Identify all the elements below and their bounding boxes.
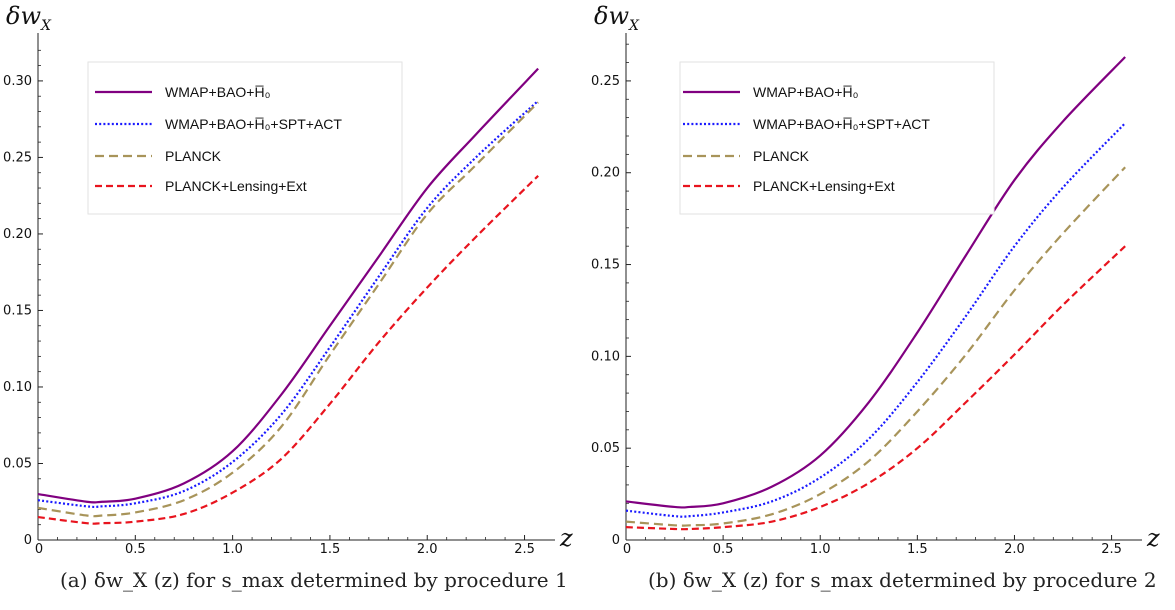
series-line-a-2	[37, 101, 539, 518]
x-axis-label-b: z	[1146, 524, 1160, 552]
y-tick-label-b: 0.05	[591, 441, 620, 456]
legend-label-a-1: WMAP+BAO+H̅₀+SPT+ACT	[165, 116, 342, 132]
y-axis-label-subscript-a: X	[40, 18, 52, 34]
legend-a: WMAP+BAO+H̅₀ WMAP+BAO+H̅₀+SPT+ACT PLANCK PL…	[87, 61, 403, 215]
series-line-a-3	[37, 175, 539, 525]
legend-label-a-0: WMAP+BAO+H̅₀	[165, 84, 271, 100]
y-tick-label-b: 0.25	[591, 74, 620, 89]
caption-b-text: (b) δw_X (z) for s_max determined by pro…	[648, 568, 1157, 592]
x-tick-label-a: 0.5	[125, 542, 146, 557]
series-line-b-2	[625, 166, 1126, 527]
y-tick-label-a: 0.20	[3, 227, 32, 242]
caption-a: (a) δw_X (z) for s_max determined by pro…	[60, 568, 568, 598]
legend-label-a-2: PLANCK	[165, 148, 222, 164]
legend-label-a-3: PLANCK+Lensing+Ext	[165, 178, 307, 194]
x-tick-label-b: 2.5	[1101, 542, 1122, 557]
y-tick-label-a: 0.25	[3, 150, 32, 165]
series-line-a-0	[37, 67, 539, 504]
y-tick-label-b: 0	[612, 533, 620, 548]
x-tick-label-b: 0.5	[713, 542, 734, 557]
legend-box-a	[87, 61, 403, 215]
y-tick-label-a: 0.10	[3, 380, 32, 395]
series-line-b-3	[625, 245, 1126, 531]
y-tick-label-b: 0.20	[591, 166, 620, 181]
panel-b: 0 0.05 0.10 0.15 0.20 0.25 0 0.5 1.0 1.5 2.0 2.5 δwX…	[591, 2, 1160, 557]
x-axis-label-a: z	[559, 524, 573, 552]
x-tick-label-a: 1.5	[320, 542, 341, 557]
x-tick-label-a: 2.0	[417, 542, 438, 557]
x-tick-label-b: 2.0	[1004, 542, 1025, 557]
legend-label-b-3: PLANCK+Lensing+Ext	[753, 178, 895, 194]
caption-b: (b) δw_X (z) for s_max determined by pro…	[648, 568, 1157, 598]
caption-a-text: (a) δw_X (z) for s_max determined by pro…	[60, 568, 568, 592]
legend-b: WMAP+BAO+H̅₀ WMAP+BAO+H̅₀+SPT+ACT PLANCK PL…	[679, 61, 995, 215]
y-tick-label-b: 0.10	[591, 349, 620, 364]
x-tick-label-a: 1.0	[222, 542, 243, 557]
series-line-b-1	[625, 122, 1126, 518]
series-line-b-0	[625, 56, 1126, 509]
legend-label-b-2: PLANCK	[753, 148, 810, 164]
y-axis-label-b: δwX	[594, 2, 640, 34]
y-axis-label-subscript-b: X	[628, 18, 640, 34]
x-tick-label-a: 0	[35, 542, 43, 557]
y-tick-label-b: 0.15	[591, 258, 620, 273]
x-tick-label-b: 1.5	[907, 542, 928, 557]
legend-label-b-0: WMAP+BAO+H̅₀	[753, 84, 859, 100]
y-tick-label-a: 0.05	[3, 456, 32, 471]
legend-label-b-1: WMAP+BAO+H̅₀+SPT+ACT	[753, 116, 930, 132]
y-tick-label-a: 0.15	[3, 303, 32, 318]
x-tick-label-b: 0	[623, 542, 631, 557]
chart-svg: 0 0.05 0.10 0.15 0.20 0.25 0.30 0 0.5 1.0 1.5 2.0 2.…	[3, 2, 1160, 557]
x-tick-label-b: 1.0	[810, 542, 831, 557]
series-line-a-1	[37, 99, 539, 509]
y-tick-label-a: 0	[24, 533, 32, 548]
panel-a: 0 0.05 0.10 0.15 0.20 0.25 0.30 0 0.5 1.0 1.5 2.0 2.…	[3, 2, 573, 557]
x-tick-label-a: 2.5	[514, 542, 535, 557]
y-tick-label-a: 0.30	[3, 74, 32, 89]
legend-box-b	[679, 61, 995, 215]
y-axis-label-a: δwX	[6, 2, 52, 34]
